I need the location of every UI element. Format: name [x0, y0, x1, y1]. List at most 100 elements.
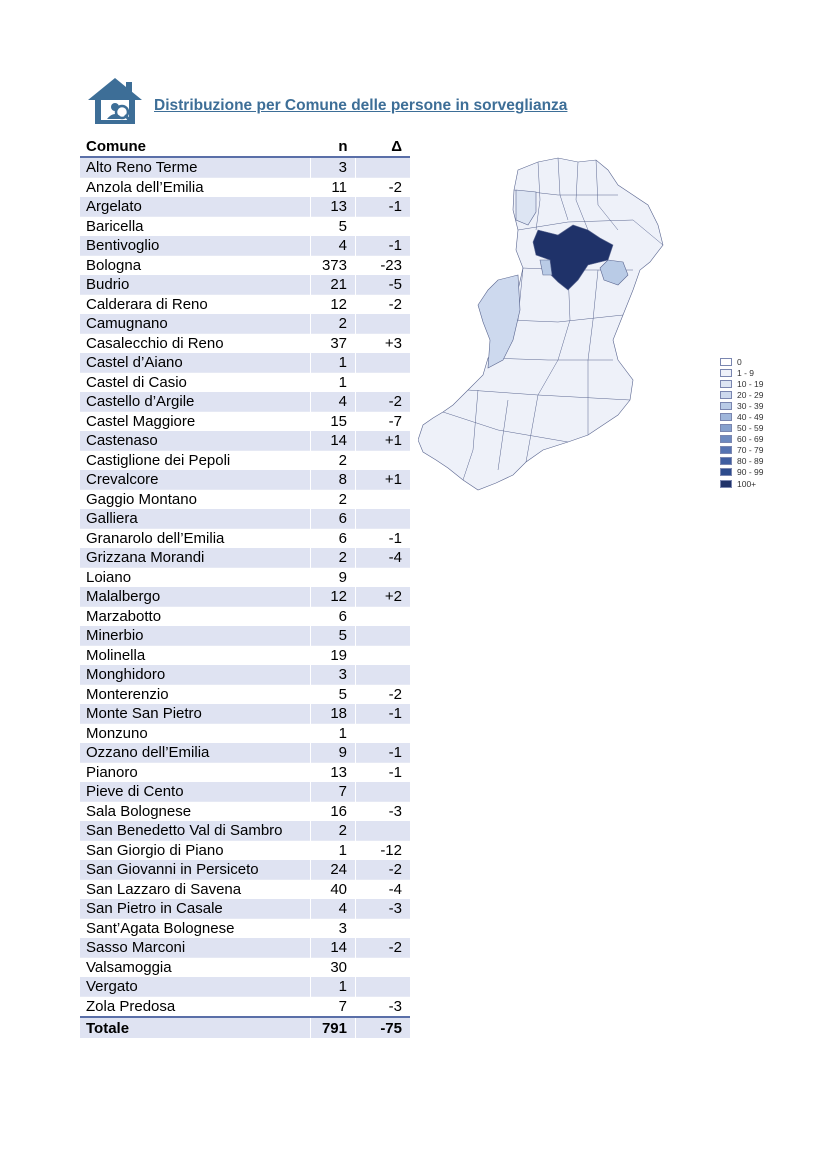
comune-cell: San Giorgio di Piano — [80, 840, 311, 860]
n-cell: 5 — [310, 684, 356, 704]
comune-cell: Argelato — [80, 197, 311, 217]
comune-cell: Castel di Casio — [80, 372, 311, 392]
map-region — [477, 274, 521, 369]
legend-label: 30 - 39 — [737, 400, 764, 411]
delta-cell: -3 — [355, 899, 410, 919]
n-cell: 14 — [310, 938, 356, 958]
table-row: Marzabotto 6 — [80, 606, 410, 626]
delta-cell — [355, 782, 410, 802]
comune-cell: Camugnano — [80, 314, 311, 334]
delta-cell: -12 — [355, 840, 410, 860]
table-row: Pieve di Cento 7 — [80, 782, 410, 802]
delta-cell — [355, 216, 410, 236]
legend-swatch — [720, 457, 732, 466]
delta-cell: +3 — [355, 333, 410, 353]
delta-cell — [355, 957, 410, 977]
n-cell: 5 — [310, 626, 356, 646]
table-row: Gaggio Montano 2 — [80, 489, 410, 509]
n-cell: 30 — [310, 957, 356, 977]
table-row: Sala Bolognese 16 -3 — [80, 801, 410, 821]
page-title: Distribuzione per Comune delle persone i… — [154, 97, 568, 114]
delta-cell: -3 — [355, 801, 410, 821]
legend-label: 90 - 99 — [737, 467, 764, 478]
legend-item: 80 - 89 — [720, 456, 763, 467]
comune-cell: San Pietro in Casale — [80, 899, 311, 919]
comune-cell: Sala Bolognese — [80, 801, 311, 821]
delta-cell: +1 — [355, 431, 410, 451]
legend-swatch — [720, 390, 732, 399]
n-cell: 2 — [310, 548, 356, 568]
map-region — [599, 259, 629, 286]
legend-swatch — [720, 446, 732, 455]
legend-swatch — [720, 435, 732, 444]
n-cell: 19 — [310, 645, 356, 665]
delta-cell: -3 — [355, 996, 410, 1017]
table-row: Vergato 1 — [80, 977, 410, 997]
n-cell: 1 — [310, 723, 356, 743]
legend-item: 10 - 19 — [720, 378, 763, 389]
n-cell: 3 — [310, 665, 356, 685]
legend-item: 60 - 69 — [720, 434, 763, 445]
n-cell: 4 — [310, 236, 356, 256]
comune-cell: Valsamoggia — [80, 957, 311, 977]
header-comune: Comune — [80, 137, 311, 158]
delta-cell: -4 — [355, 548, 410, 568]
table-row: Castenaso 14 +1 — [80, 431, 410, 451]
comune-cell: Bologna — [80, 255, 311, 275]
comune-cell: Malalbergo — [80, 587, 311, 607]
map-region — [539, 259, 553, 276]
legend-item: 50 - 59 — [720, 423, 763, 434]
n-cell: 2 — [310, 314, 356, 334]
total-row: Totale 791 -75 — [80, 1016, 410, 1038]
table-row: Loiano 9 — [80, 567, 410, 587]
n-cell: 2 — [310, 821, 356, 841]
delta-cell: -5 — [355, 275, 410, 295]
total-n: 791 — [310, 1016, 356, 1038]
comune-cell: Ozzano dell’Emilia — [80, 743, 311, 763]
delta-cell — [355, 489, 410, 509]
delta-cell — [355, 567, 410, 587]
table-row: Bentivoglio 4 -1 — [80, 236, 410, 256]
table-row: Sasso Marconi 14 -2 — [80, 938, 410, 958]
legend-item: 90 - 99 — [720, 467, 763, 478]
comune-cell: Castenaso — [80, 431, 311, 451]
comune-cell: Sant’Agata Bolognese — [80, 918, 311, 938]
legend-label: 50 - 59 — [737, 423, 764, 434]
comune-cell: Gaggio Montano — [80, 489, 311, 509]
legend-item: 20 - 29 — [720, 389, 763, 400]
table-row: San Benedetto Val di Sambro 2 — [80, 821, 410, 841]
n-cell: 1 — [310, 372, 356, 392]
province-map — [418, 157, 664, 491]
header-n: n — [310, 137, 356, 158]
table-row: Castel d’Aiano 1 — [80, 353, 410, 373]
n-cell: 7 — [310, 782, 356, 802]
delta-cell: +2 — [355, 587, 410, 607]
table-row: Bologna 373 -23 — [80, 255, 410, 275]
legend-item: 0 — [720, 356, 763, 367]
delta-cell: -2 — [355, 177, 410, 197]
table-row: Malalbergo 12 +2 — [80, 587, 410, 607]
delta-cell — [355, 353, 410, 373]
table-row: San Lazzaro di Savena 40 -4 — [80, 879, 410, 899]
comune-cell: Vergato — [80, 977, 311, 997]
n-cell: 12 — [310, 294, 356, 314]
comune-cell: Monghidoro — [80, 665, 311, 685]
delta-cell: -7 — [355, 411, 410, 431]
comune-cell: Baricella — [80, 216, 311, 236]
delta-cell: -1 — [355, 197, 410, 217]
legend-label: 0 — [737, 356, 742, 367]
legend-swatch — [720, 468, 732, 477]
n-cell: 7 — [310, 996, 356, 1017]
legend-item: 30 - 39 — [720, 400, 763, 411]
legend-label: 1 - 9 — [737, 367, 755, 378]
n-cell: 1 — [310, 353, 356, 373]
legend-swatch — [720, 424, 732, 433]
delta-cell: -1 — [355, 743, 410, 763]
table-row: Sant’Agata Bolognese 3 — [80, 918, 410, 938]
table-row: Valsamoggia 30 — [80, 957, 410, 977]
legend-label: 100+ — [737, 478, 757, 489]
table-row: Monte San Pietro 18 -1 — [80, 704, 410, 724]
delta-cell: -2 — [355, 294, 410, 314]
legend-swatch — [720, 379, 732, 388]
n-cell: 2 — [310, 489, 356, 509]
